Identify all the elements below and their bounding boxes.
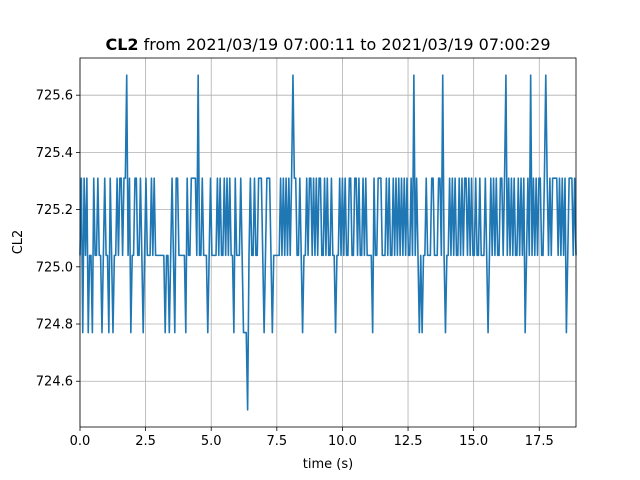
x-tick-label: 7.5 (266, 434, 287, 449)
y-tick-label: 724.8 (36, 318, 73, 333)
x-tick-label: 2.5 (135, 434, 156, 449)
y-tick-label: 724.6 (36, 375, 73, 390)
y-axis-ticks: 724.6 724.8 725.0 725.2 725.4 725.6 (36, 89, 80, 390)
x-axis-ticks: 0.0 2.5 5.0 7.5 10.0 12.5 15.0 17.5 (70, 427, 554, 449)
y-axis-label: CL2 (11, 230, 26, 255)
x-tick-label: 10.0 (328, 434, 357, 449)
x-tick-label: 12.5 (394, 434, 423, 449)
y-tick-label: 725.6 (36, 89, 73, 104)
x-tick-label: 17.5 (525, 434, 554, 449)
y-tick-label: 725.2 (36, 203, 73, 218)
chart-title-bold: CL2 (105, 35, 138, 54)
x-tick-label: 5.0 (201, 434, 222, 449)
series-line-cl2 (79, 74, 577, 411)
y-tick-label: 725.4 (36, 146, 73, 161)
x-tick-label: 15.0 (459, 434, 488, 449)
x-axis-label: time (s) (303, 457, 353, 472)
x-tick-label: 0.0 (70, 434, 91, 449)
chart-title-rest: from 2021/03/19 07:00:11 to 2021/03/19 0… (139, 35, 551, 54)
chart-title: CL2 from 2021/03/19 07:00:11 to 2021/03/… (105, 35, 550, 54)
series-layer (79, 74, 577, 411)
y-tick-label: 725.0 (36, 260, 73, 275)
plot-frame (79, 57, 577, 428)
